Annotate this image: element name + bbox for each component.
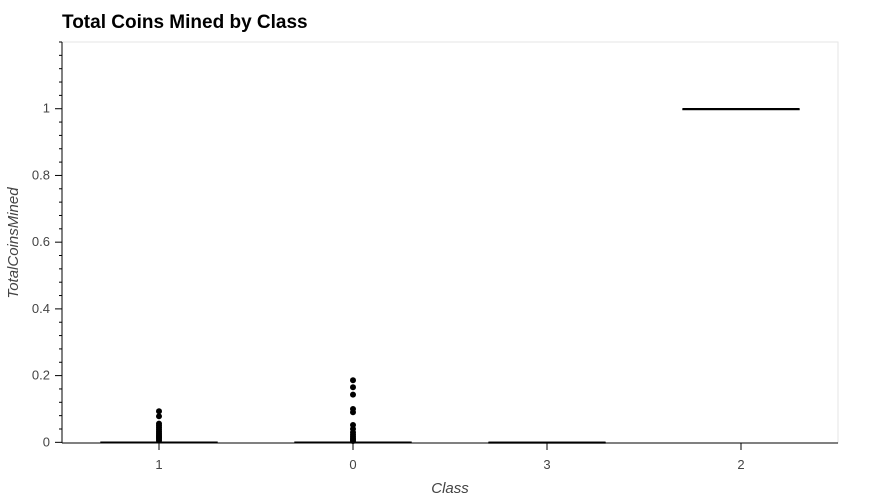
outlier-point bbox=[350, 421, 356, 428]
box-1 bbox=[100, 408, 218, 444]
x-tick-label: 3 bbox=[543, 457, 550, 472]
y-tick-label: 0.6 bbox=[32, 234, 50, 249]
y-axis: 0 0.2 0.4 0.6 0.8 1 bbox=[32, 41, 63, 449]
x-tick-label: 1 bbox=[155, 457, 162, 472]
outlier-point bbox=[350, 391, 356, 398]
outlier-point bbox=[156, 413, 162, 420]
x-axis: 1 0 3 2 bbox=[62, 442, 838, 472]
y-tick-label: 1 bbox=[43, 101, 50, 116]
x-tick-label: 2 bbox=[737, 457, 744, 472]
boxes-layer bbox=[100, 107, 800, 444]
box-2 bbox=[682, 107, 800, 111]
box-3 bbox=[488, 441, 606, 444]
y-tick-label: 0 bbox=[43, 434, 50, 449]
outlier-point bbox=[156, 420, 162, 427]
y-tick-label: 0.4 bbox=[32, 301, 50, 316]
x-axis-label: Class bbox=[431, 480, 469, 497]
outlier-point bbox=[350, 384, 356, 391]
chart-title: Total Coins Mined by Class bbox=[62, 12, 308, 33]
outlier-point bbox=[156, 408, 162, 415]
box-0 bbox=[294, 377, 412, 444]
outlier-point bbox=[350, 377, 356, 384]
x-tick-label: 0 bbox=[349, 457, 356, 472]
y-axis-label: TotalCoinsMined bbox=[5, 187, 22, 299]
y-tick-label: 0.2 bbox=[32, 368, 50, 383]
outlier-point bbox=[350, 405, 356, 412]
plot-frame bbox=[61, 41, 839, 444]
y-tick-label: 0.8 bbox=[32, 167, 50, 182]
